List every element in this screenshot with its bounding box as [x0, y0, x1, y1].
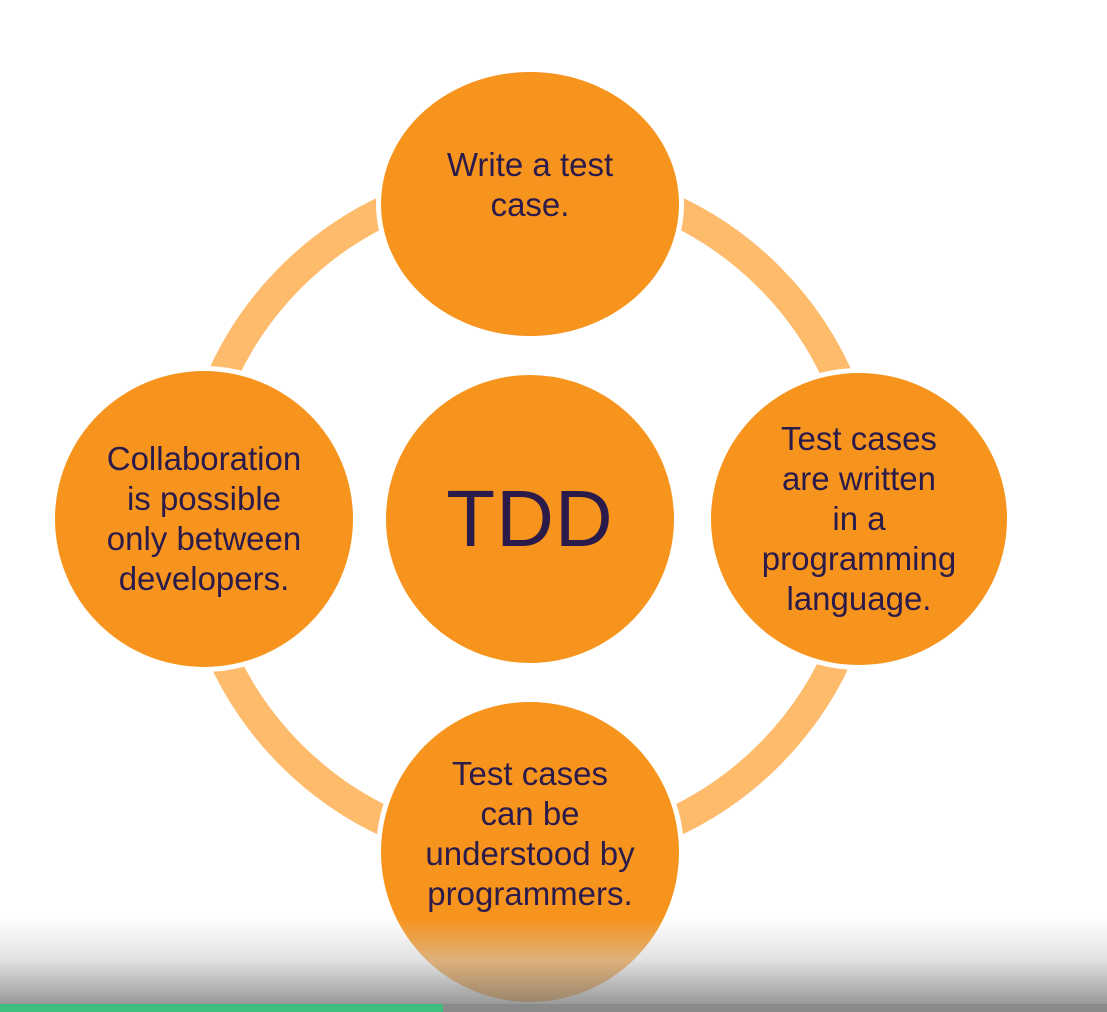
cycle-node-understood-by-programmers: Test cases can be understood by programm… [376, 697, 684, 1007]
cycle-node-label: Write a test case. [446, 146, 614, 223]
video-progress-played [0, 1004, 443, 1012]
center-node-tdd: TDD [381, 370, 679, 668]
cycle-node-label: Test cases are written in a programming … [761, 420, 957, 617]
cycle-node-label: Test cases can be understood by programm… [425, 755, 635, 912]
video-progress-bar[interactable] [0, 1004, 1107, 1012]
cycle-node-write-test: Write a test case. [376, 67, 684, 341]
cycle-node-label: Collaboration is possible only between d… [106, 440, 302, 597]
center-label: TDD [446, 474, 614, 563]
cycle-node-collaboration: Collaboration is possible only between d… [50, 366, 358, 672]
cycle-node-programming-language: Test cases are written in a programming … [706, 368, 1012, 670]
